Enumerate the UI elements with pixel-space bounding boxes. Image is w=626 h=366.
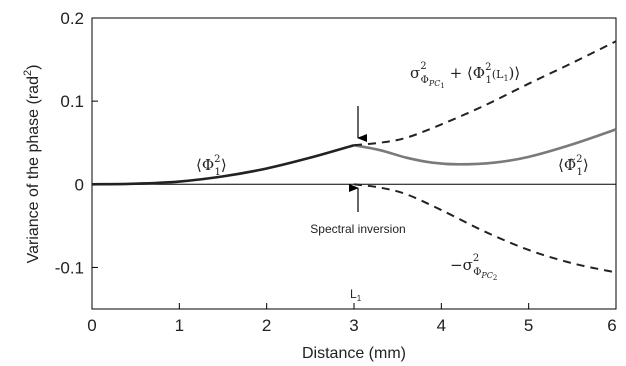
series-line-gray	[353, 128, 617, 166]
l1-marker-sub: 1	[357, 294, 362, 303]
series-line-lower-dashed	[353, 183, 617, 274]
y-tick-label: 0.1	[60, 92, 84, 111]
spectral-inversion-label: Spectral inversion	[310, 222, 405, 236]
sum-arg-sub: 1	[503, 74, 508, 83]
y-axis-label-exponent: 2	[22, 70, 34, 76]
neg-sigma-sup: 2	[473, 253, 479, 264]
y-tick-label: -0.1	[55, 258, 84, 277]
neg-sigma-sub: Φ	[473, 267, 481, 278]
y-axis-label-close: )	[25, 65, 42, 70]
neg-sigma-subsub: PC	[480, 271, 493, 280]
sum-phi-sub: 1	[485, 75, 491, 86]
y-axis-ticks: 0.2 0.1 0 -0.1	[55, 9, 98, 277]
x-tick-label: 0	[87, 316, 96, 335]
phi-left-open: ⟨Φ	[196, 156, 214, 174]
neg-sigma-subsub-num: 2	[493, 274, 497, 282]
sum-sigma-sup: 2	[420, 61, 426, 72]
lower-dashed-label: −σ2 ΦPC2	[450, 253, 497, 282]
y-tick-label: 0	[75, 175, 84, 194]
y-axis-label: Variance of the phase (rad2)	[22, 65, 42, 264]
x-axis-label: Distance (mm)	[302, 345, 406, 362]
sum-phi-sup: 2	[485, 62, 491, 73]
sum-arg: (L	[492, 68, 504, 81]
series-layer	[91, 40, 617, 274]
plot-frame	[91, 17, 617, 310]
y-tick-label: 0.2	[60, 9, 84, 28]
upper-dashed-label: σ2 ΦPC1 + ⟨Φ2 1(L1)⟩	[410, 61, 520, 90]
phi-label-right: ⟨Φ̃2 1⟩	[558, 154, 589, 178]
sum-sigma: σ	[410, 64, 420, 82]
l1-marker-main: L	[350, 287, 357, 301]
x-tick-label: 1	[175, 316, 184, 335]
l1-marker-label: L1	[350, 287, 362, 303]
x-tick-label: 5	[524, 316, 533, 335]
phi-label-left: ⟨Φ2 1⟩	[196, 154, 227, 178]
x-tick-label: 4	[437, 316, 446, 335]
sum-sigma-sub: Φ	[421, 75, 429, 86]
sum-plus-phi: + ⟨Φ	[445, 64, 485, 82]
phi-right-sup: 2	[576, 154, 582, 165]
y-axis-label-main: Variance of the phase (rad	[25, 76, 42, 263]
series-line-upper-dashed	[353, 40, 617, 147]
sum-arg-close: )⟩	[509, 64, 521, 82]
phi-right-close: ⟩	[583, 156, 589, 174]
x-tick-label: 6	[607, 316, 616, 335]
phi-right-sub: 1	[577, 167, 583, 178]
neg-sigma: −σ	[450, 256, 473, 274]
phi-left-sub: 1	[215, 167, 221, 178]
x-axis-ticks: 0 1 2 3 4 5 6	[87, 303, 617, 335]
x-tick-label: 3	[349, 316, 358, 335]
series-line-dark	[91, 143, 355, 186]
sum-sigma-subsub: PC	[428, 79, 441, 88]
phi-right-open: ⟨Φ̃	[558, 156, 576, 174]
x-tick-label: 2	[262, 316, 271, 335]
phi-left-sup: 2	[214, 154, 220, 165]
sum-sigma-subsub-num: 1	[440, 82, 444, 90]
phi-left-close: ⟩	[221, 156, 227, 174]
